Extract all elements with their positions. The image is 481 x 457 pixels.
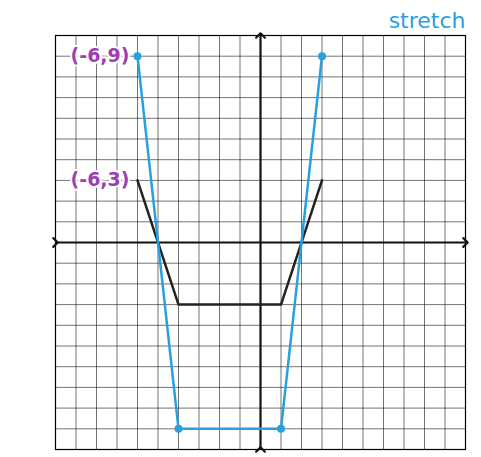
svg-text:(-6,9): (-6,9): [71, 44, 130, 66]
svg-text:stretch: stretch: [389, 8, 466, 33]
svg-text:(-6,3): (-6,3): [71, 168, 130, 190]
